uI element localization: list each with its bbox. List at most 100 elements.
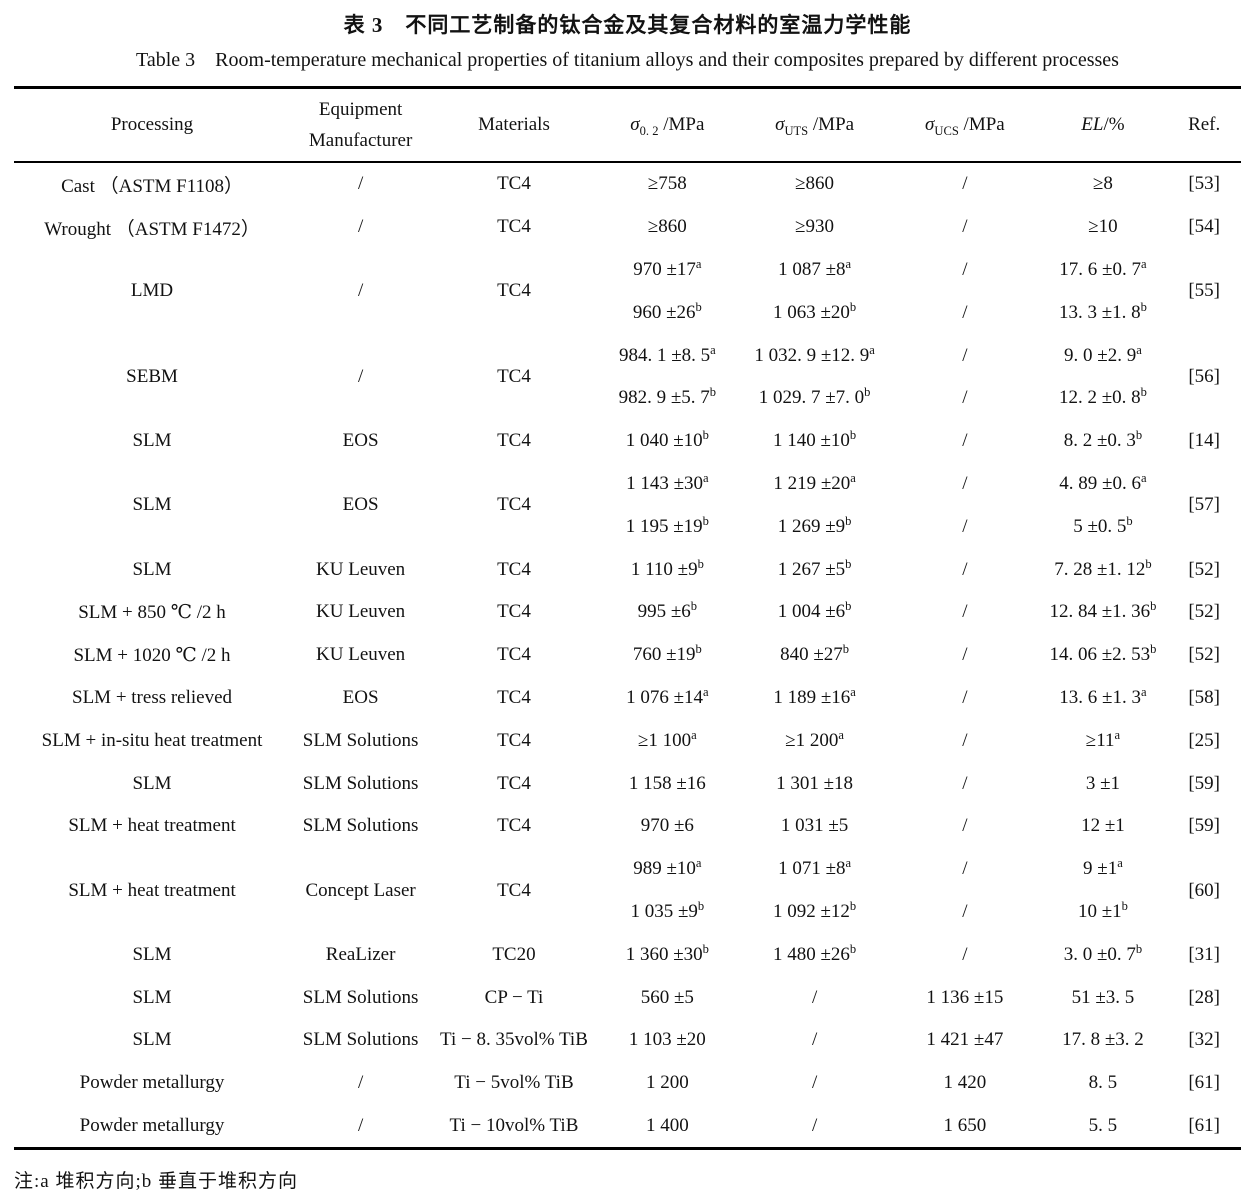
cell-ucs: / (962, 772, 968, 794)
cell-processing: SLM + tress relieved (72, 686, 233, 708)
cell-processing: Cast （ASTM F1108） (61, 175, 243, 197)
cell-s02: 1 035 ±9b (630, 899, 705, 922)
cell-uts: 1 219 ±20a (773, 471, 856, 494)
cell-processing: SLM (132, 1029, 172, 1051)
cell-uts: 1 087 ±8a (778, 257, 852, 280)
header-row: Processing Equipment Manufacturer Materials… (14, 88, 1241, 162)
cell-el: ≥10 (1088, 216, 1118, 238)
cell-equipment: / (357, 173, 364, 195)
table-row: 1 195 ±19b 1 269 ±9b / 5 ±0. 5b (14, 505, 1241, 548)
cell-materials: CP − Ti (484, 986, 544, 1008)
cell-s02: 1 158 ±16 (628, 772, 706, 794)
cell-processing: SLM (132, 986, 172, 1008)
cell-ucs: / (962, 387, 968, 409)
cell-uts: ≥930 (795, 216, 835, 238)
cell-uts: 840 ±27b (780, 642, 850, 666)
cell-el: 51 ±3. 5 (1071, 986, 1135, 1008)
cell-processing: SLM (132, 943, 172, 965)
cell-uts: 1 071 ±8a (778, 856, 852, 880)
cell-ref: [32] (1188, 1029, 1220, 1051)
cell-equipment: SLM Solutions (302, 815, 419, 837)
table-row: SLM + 1020 ℃ /2 h KU Leuven TC4 760 ±19b 840… (14, 634, 1241, 677)
cell-materials: TC4 (497, 558, 531, 580)
cell-s02: 760 ±19b (632, 642, 702, 666)
cell-materials: TC4 (497, 686, 531, 708)
cell-equipment: EOS (342, 686, 379, 708)
column-header-equipment: Equipment Manufacturer (308, 98, 413, 151)
cell-s02: 560 ±5 (640, 986, 694, 1008)
cell-ucs: / (962, 644, 968, 666)
cell-processing: LMD (130, 280, 174, 302)
table-row: SLM + tress relieved EOS TC4 1 076 ±14a 1 18… (14, 677, 1241, 720)
column-header-materials: Materials (478, 114, 550, 136)
cell-ucs: / (962, 472, 968, 494)
cell-materials: TC4 (497, 365, 531, 387)
table-row: SLM SLM Solutions TC4 1 158 ±16 1 301 ±18 / 3 … (14, 762, 1241, 805)
cell-uts: 1 267 ±5b (777, 556, 852, 580)
table-row: SLM + heat treatment Concept Laser TC4 989 … (14, 848, 1241, 901)
cell-materials: TC4 (497, 216, 531, 238)
table-row: Powder metallurgy / Ti − 5vol% TiB 1 200 / 1 … (14, 1062, 1241, 1105)
cell-el: 10 ±1b (1077, 899, 1128, 922)
cell-s02: ≥860 (647, 216, 687, 238)
cell-ref: [59] (1188, 772, 1220, 794)
table-row: 982. 9 ±5. 7b 1 029. 7 ±7. 0b / 12. 2 ±0. 8… (14, 377, 1241, 420)
cell-uts: 1 063 ±20b (772, 299, 857, 323)
table-row: SLM ReaLizer TC20 1 360 ±30b 1 480 ±26b / 3. 0… (14, 933, 1241, 976)
cell-el: 5. 5 (1088, 1114, 1118, 1136)
cell-ucs: / (962, 858, 968, 880)
cell-equipment: EOS (342, 430, 379, 452)
cell-s02: 982. 9 ±5. 7b (618, 385, 717, 409)
cell-ucs: 1 136 ±15 (926, 986, 1004, 1008)
cell-uts: 1 189 ±16a (773, 685, 856, 708)
cell-s02: 1 195 ±19b (625, 513, 709, 537)
cell-materials: TC4 (497, 815, 531, 837)
cell-el: 4. 89 ±0. 6a (1059, 471, 1147, 494)
cell-s02: ≥758 (647, 173, 687, 195)
table-row: SLM EOS TC4 1 040 ±10b 1 140 ±10b / 8. 2 ±0. 3… (14, 420, 1241, 463)
table-row: LMD / TC4 970 ±17a 1 087 ±8a / 17. 6 ±0. 7a [55… (14, 249, 1241, 302)
cell-s02: 960 ±26b (632, 299, 702, 323)
cell-processing: SLM (132, 494, 172, 516)
table-body: Cast （ASTM F1108） / TC4 ≥758 ≥860 / ≥8 [53] Wrou… (14, 162, 1241, 1149)
cell-processing: Powder metallurgy (79, 1072, 225, 1094)
table-row: SLM SLM Solutions Ti − 8. 35vol% TiB 1 103 … (14, 1019, 1241, 1062)
cell-ucs: / (962, 601, 968, 623)
cell-materials: TC20 (492, 943, 536, 965)
cell-el: 3. 0 ±0. 7b (1063, 941, 1143, 965)
cell-materials: TC4 (497, 644, 531, 666)
cell-ref: [31] (1188, 943, 1220, 965)
cell-s02: ≥1 100a (637, 727, 697, 751)
cell-materials: TC4 (497, 729, 531, 751)
cell-materials: TC4 (497, 772, 531, 794)
cell-processing: SLM (132, 430, 172, 452)
column-header-s02: σ0. 2 /MPa (630, 114, 705, 138)
properties-table: Processing Equipment Manufacturer Materials… (14, 86, 1241, 1151)
cell-processing: SLM (132, 558, 172, 580)
cell-ucs: / (962, 258, 968, 280)
cell-s02: 970 ±6 (640, 815, 694, 837)
cell-uts: 1 269 ±9b (777, 513, 852, 537)
cell-uts: 1 004 ±6b (777, 599, 852, 623)
cell-processing: Wrought （ASTM F1472） (44, 218, 260, 240)
table-row: SLM + 850 ℃ /2 h KU Leuven TC4 995 ±6b 1 004… (14, 591, 1241, 634)
table-row: Powder metallurgy / Ti − 10vol% TiB 1 400 / 1… (14, 1105, 1241, 1149)
cell-ref: [60] (1188, 879, 1220, 901)
cell-ref: [55] (1188, 280, 1220, 302)
cell-ref: [52] (1188, 601, 1220, 623)
cell-s02: 1 103 ±20 (628, 1029, 706, 1051)
cell-equipment: SLM Solutions (302, 1029, 419, 1051)
cell-s02: 1 200 (645, 1072, 689, 1094)
cell-ucs: / (962, 815, 968, 837)
table-row: SLM EOS TC4 1 143 ±30a 1 219 ±20a / 4. 89 ±0. … (14, 463, 1241, 516)
cell-s02: 1 076 ±14a (626, 685, 709, 708)
cell-uts: ≥1 200a (785, 727, 844, 751)
cell-equipment: KU Leuven (316, 601, 406, 623)
cell-ucs: / (962, 686, 968, 708)
cell-ucs: 1 421 ±47 (926, 1029, 1004, 1051)
cell-processing: Powder metallurgy (79, 1114, 225, 1136)
cell-s02: 995 ±6b (637, 599, 698, 623)
cell-uts: / (811, 1072, 818, 1094)
cell-uts: 1 301 ±18 (776, 772, 854, 794)
